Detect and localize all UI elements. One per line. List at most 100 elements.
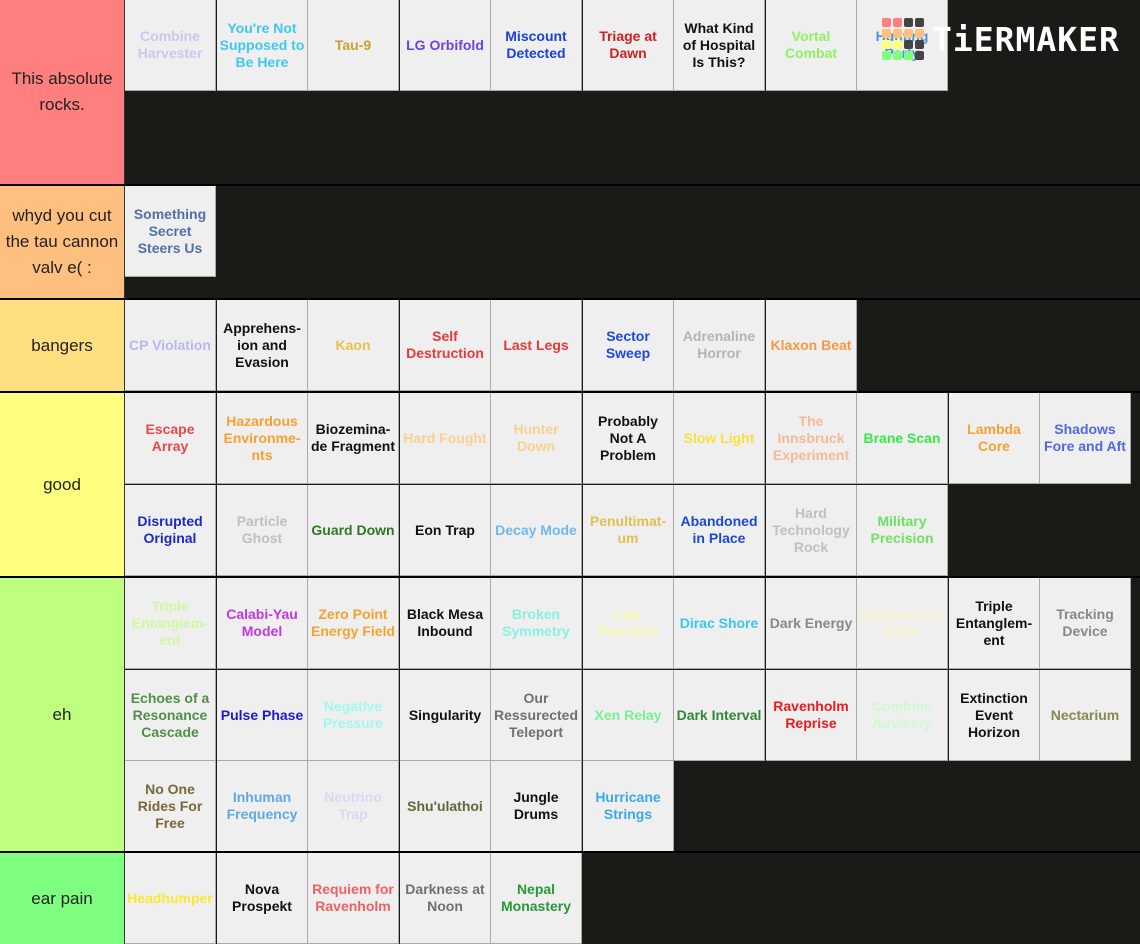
tier-item-card[interactable]: Shu'ulathoi xyxy=(400,761,491,852)
tier-item-card[interactable]: Penultimat-um xyxy=(583,485,674,576)
tier-item-card[interactable]: Requiem for Ravenholm xyxy=(308,853,399,944)
tier-items: Triple Entanglem-ent Calabi-Yau Model Zero… xyxy=(125,578,1140,852)
logo-square xyxy=(882,29,891,38)
tier-item-card[interactable]: Ravenholm Reprise xyxy=(766,670,857,761)
tier-item-card[interactable]: CP Violation xyxy=(125,300,216,391)
tier-item-card[interactable]: Singularity xyxy=(400,670,491,761)
tier-item-card[interactable]: Eon Trap xyxy=(400,485,491,576)
tier-item-card[interactable]: Black Mesa Inbound xyxy=(400,578,491,669)
tier-item-card[interactable]: Slow Light xyxy=(674,393,765,484)
tier-item-card[interactable]: Inhuman Frequency xyxy=(217,761,308,852)
tier-label[interactable]: ear pain xyxy=(0,853,125,944)
tier-item-card[interactable]: Disrupted Original xyxy=(125,485,216,576)
tier-item-card[interactable]: Vortal Combat xyxy=(766,0,857,91)
tier-item-card[interactable]: Nectarium xyxy=(1040,670,1131,761)
tier-item-card[interactable]: You're Not Supposed to Be Here xyxy=(217,0,308,91)
tier-item-card[interactable]: Triple Entanglem-ent xyxy=(949,578,1040,669)
logo-square xyxy=(893,18,902,27)
tier-item-card[interactable]: Nepal Monastery xyxy=(491,853,582,944)
tier-label[interactable]: bangers xyxy=(0,300,125,391)
logo-square xyxy=(882,51,891,60)
tier-item-card[interactable]: Sector Sweep xyxy=(583,300,674,391)
tier-label[interactable]: eh xyxy=(0,578,125,851)
tier-item-card[interactable]: Suppression Field xyxy=(857,578,948,669)
tier-row: good Escape Array Hazardous Environme-nts B… xyxy=(0,391,1140,576)
tier-item-card[interactable]: Lambda Core xyxy=(949,393,1040,484)
tier-row: This absolute rocks. Combine Harvester You… xyxy=(0,0,1140,184)
tier-item-card[interactable]: Adrenaline Horror xyxy=(674,300,765,391)
tier-item-card[interactable]: Echoes of a Resonance Cascade xyxy=(125,670,216,761)
tier-item-card[interactable]: Pulse Phase xyxy=(217,670,308,761)
logo-square xyxy=(904,29,913,38)
tier-item-card[interactable]: Something Secret Steers Us xyxy=(125,186,216,277)
logo-square xyxy=(915,51,924,60)
tier-item-card[interactable]: Lab Practium xyxy=(583,578,674,669)
tier-item-card[interactable]: Self Destruction xyxy=(400,300,491,391)
tier-item-card[interactable]: Broken Symmetry xyxy=(491,578,582,669)
logo-square xyxy=(915,29,924,38)
tiermaker-logo-icon xyxy=(882,18,924,60)
tier-item-card[interactable]: Headhumper xyxy=(125,853,216,944)
tier-item-card[interactable]: Hazardous Environme-nts xyxy=(217,393,308,484)
tier-row: whyd you cut the tau cannon valv e( : Som… xyxy=(0,184,1140,298)
tier-item-card[interactable]: Dark Interval xyxy=(674,670,765,761)
tier-item-card[interactable]: What Kind of Hospital Is This? xyxy=(674,0,765,91)
tier-item-card[interactable]: Last Legs xyxy=(491,300,582,391)
logo-square xyxy=(882,40,891,49)
tier-item-card[interactable]: Abandoned in Place xyxy=(674,485,765,576)
logo-square xyxy=(904,40,913,49)
tier-items: Something Secret Steers Us xyxy=(125,186,1140,298)
tier-item-card[interactable]: Escape Array xyxy=(125,393,216,484)
tier-item-card[interactable]: Jungle Drums xyxy=(491,761,582,852)
tier-item-card[interactable]: Dark Energy xyxy=(766,578,857,669)
tiermaker-logo: TiERMAKER xyxy=(882,18,1120,60)
tier-item-card[interactable]: Apprehens-ion and Evasion xyxy=(217,300,308,391)
tier-item-card[interactable]: Xen Relay xyxy=(583,670,674,761)
tier-row: eh Triple Entanglem-ent Calabi-Yau Model Ze… xyxy=(0,576,1140,852)
tier-item-card[interactable]: Hunter Down xyxy=(491,393,582,484)
tier-items: Combine Harvester You're Not Supposed to … xyxy=(125,0,1140,184)
tier-label[interactable]: This absolute rocks. xyxy=(0,0,125,184)
tier-label[interactable]: good xyxy=(0,393,125,576)
tier-item-card[interactable]: Probably Not A Problem xyxy=(583,393,674,484)
tier-item-card[interactable]: Biozemina-de Fragment xyxy=(308,393,399,484)
tier-item-card[interactable]: Particle Ghost xyxy=(217,485,308,576)
tier-item-card[interactable]: Combine Advisory xyxy=(857,670,948,761)
tier-item-card[interactable]: No One Rides For Free xyxy=(125,761,216,852)
tier-item-card[interactable]: Guard Down xyxy=(308,485,399,576)
tier-item-card[interactable]: Miscount Detected xyxy=(491,0,582,91)
tier-item-card[interactable]: Dirac Shore xyxy=(674,578,765,669)
tier-item-card[interactable]: Nova Prospekt xyxy=(217,853,308,944)
tier-item-card[interactable]: The Innsbruck Experiment xyxy=(766,393,857,484)
tiermaker-logo-text: TiERMAKER xyxy=(932,19,1120,59)
tier-item-card[interactable]: Hard Technology Rock xyxy=(766,485,857,576)
tier-item-card[interactable]: Our Ressurected Teleport xyxy=(491,670,582,761)
tier-item-card[interactable]: Darkness at Noon xyxy=(400,853,491,944)
tier-item-card[interactable]: LG Orbifold xyxy=(400,0,491,91)
tier-item-card[interactable]: Zero Point Energy Field xyxy=(308,578,399,669)
tier-item-card[interactable]: Triple Entanglem-ent xyxy=(125,578,216,669)
tier-item-card[interactable]: Triage at Dawn xyxy=(583,0,674,91)
logo-square xyxy=(893,40,902,49)
tier-item-card[interactable]: Extinction Event Horizon xyxy=(949,670,1040,761)
tier-items: Headhumper Nova Prospekt Requiem for Raven… xyxy=(125,853,1140,944)
logo-square xyxy=(915,18,924,27)
tier-items: Escape Array Hazardous Environme-nts Bioze… xyxy=(125,393,1140,576)
tier-item-card[interactable]: Hurricane Strings xyxy=(583,761,674,852)
tier-item-card[interactable]: Brane Scan xyxy=(857,393,948,484)
tier-item-card[interactable]: Combine Harvester xyxy=(125,0,216,91)
tier-items: CP Violation Apprehens-ion and Evasion Kao… xyxy=(125,300,1140,391)
tier-item-card[interactable]: Tracking Device xyxy=(1040,578,1131,669)
tier-item-card[interactable]: Negative Pressure xyxy=(308,670,399,761)
tier-item-card[interactable]: Military Precision xyxy=(857,485,948,576)
tier-item-card[interactable]: Calabi-Yau Model xyxy=(217,578,308,669)
tier-item-card[interactable]: Hard Fought xyxy=(400,393,491,484)
tier-item-card[interactable]: Neutrino Trap xyxy=(308,761,399,852)
tier-label[interactable]: whyd you cut the tau cannon valv e( : xyxy=(0,186,125,298)
tier-item-card[interactable]: Decay Mode xyxy=(491,485,582,576)
tier-row: bangers CP Violation Apprehens-ion and Eva… xyxy=(0,298,1140,391)
tier-item-card[interactable]: Kaon xyxy=(308,300,399,391)
tier-item-card[interactable]: Klaxon Beat xyxy=(766,300,857,391)
tier-item-card[interactable]: Shadows Fore and Aft xyxy=(1040,393,1131,484)
tier-item-card[interactable]: Tau-9 xyxy=(308,0,399,91)
